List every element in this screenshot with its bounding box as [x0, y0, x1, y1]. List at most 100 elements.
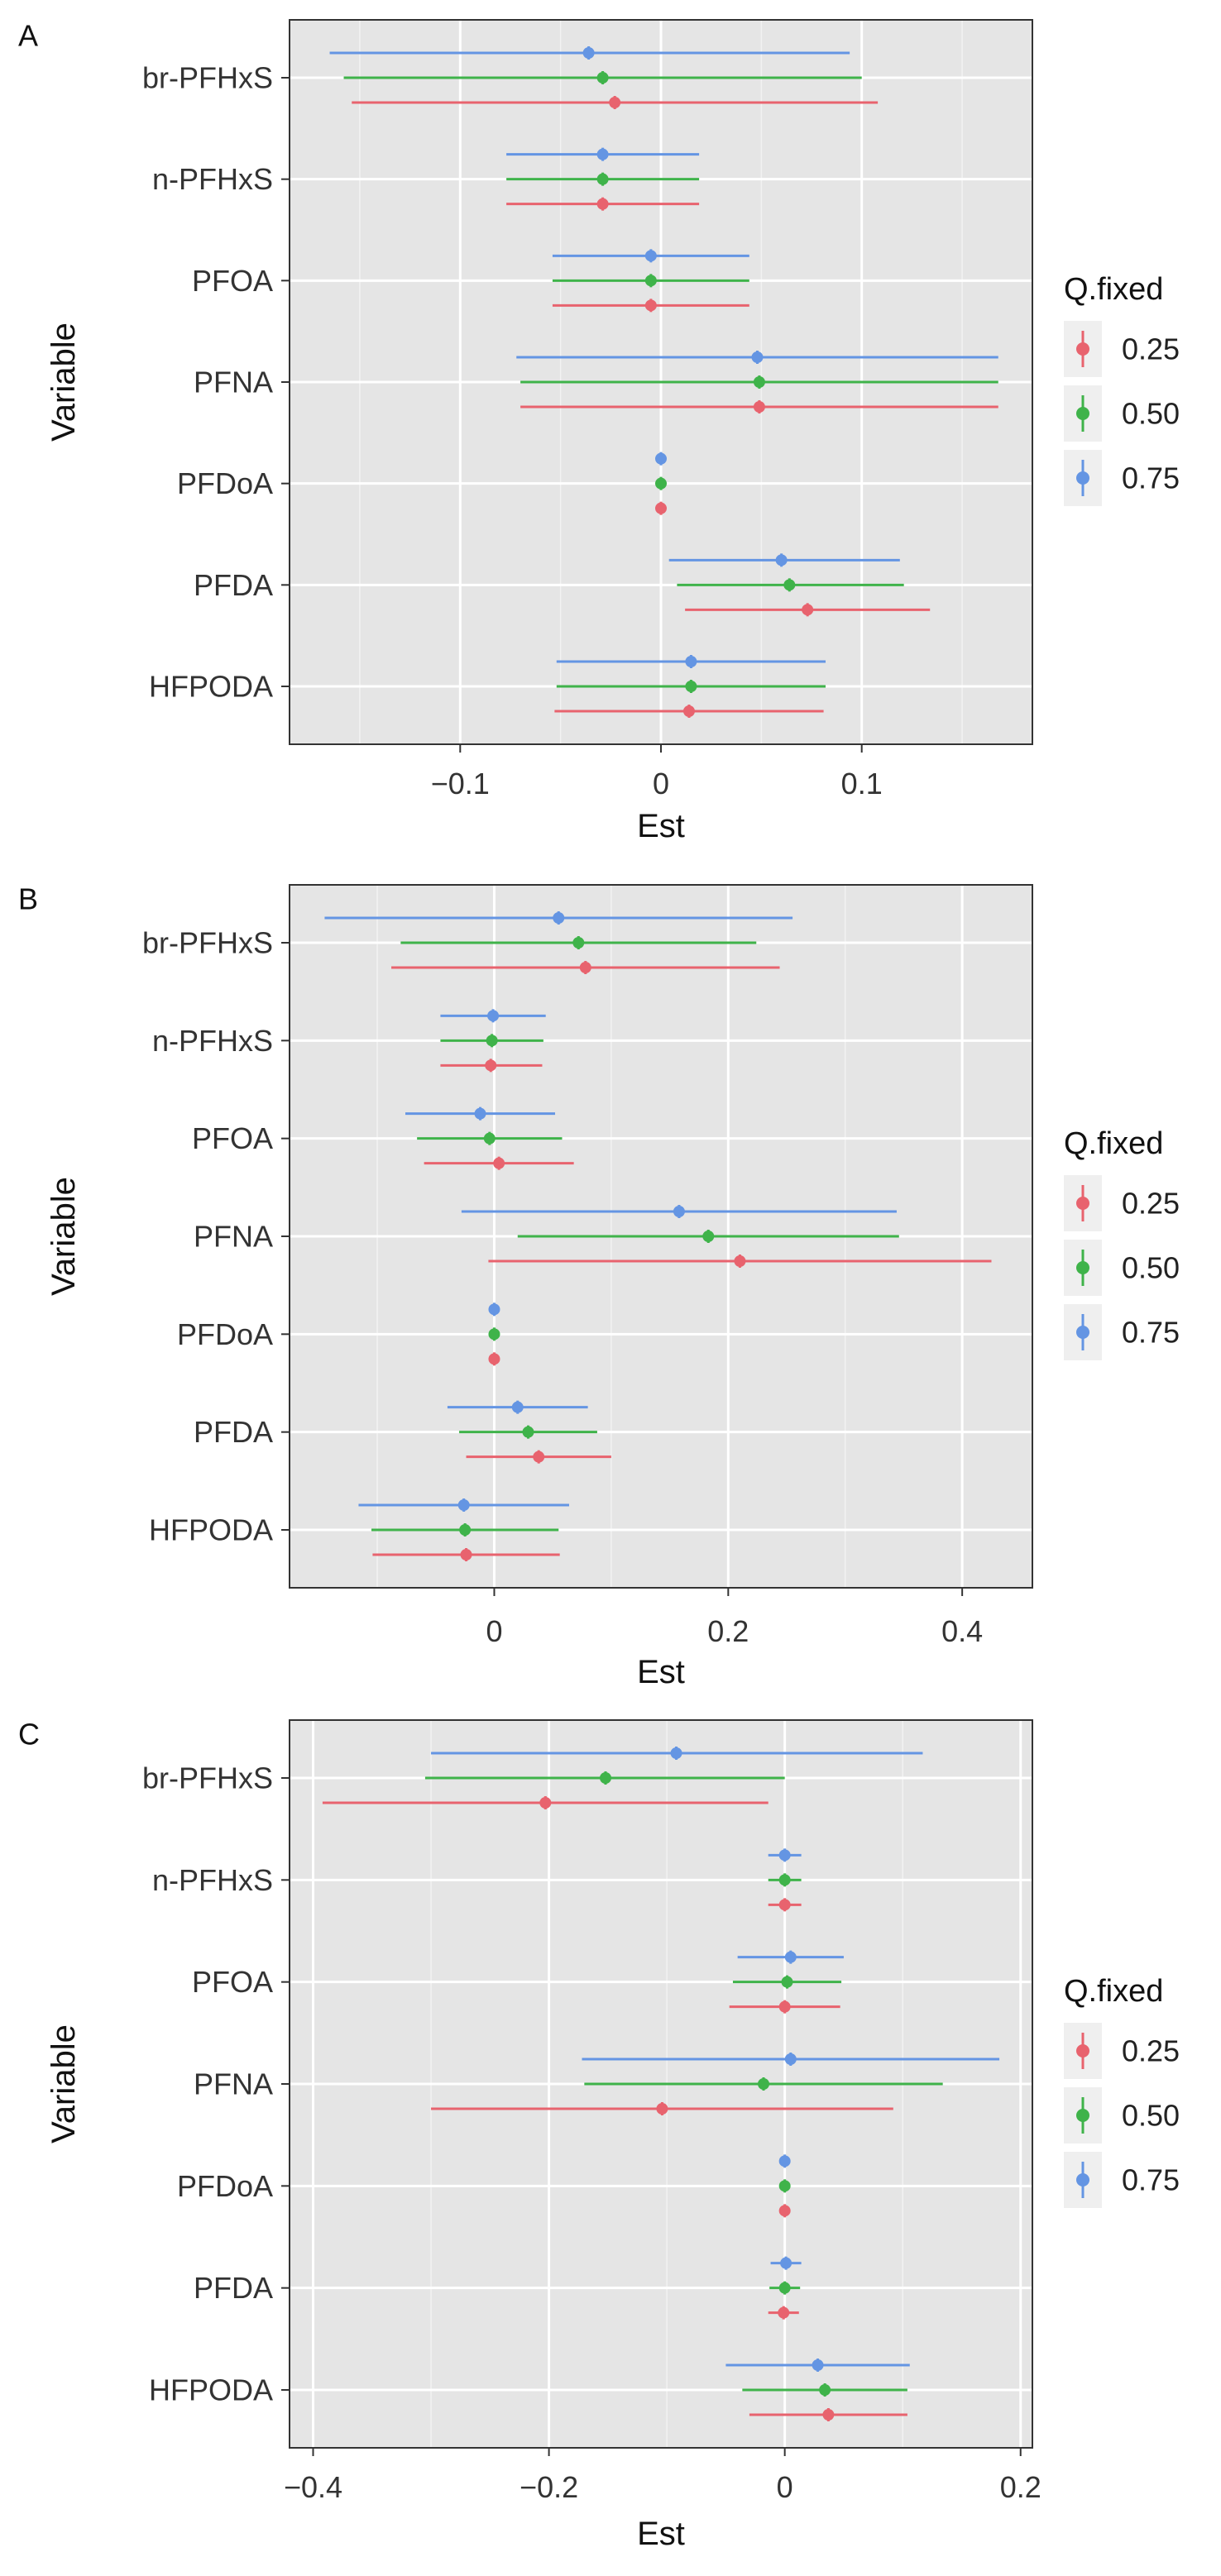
- data-point: [655, 452, 667, 465]
- legend-key-point: [1076, 2044, 1089, 2057]
- legend-label: 0.75: [1122, 1316, 1180, 1350]
- series-0-50: [371, 936, 899, 1537]
- data-point: [600, 1772, 612, 1784]
- x-tick-label: 0.2: [707, 1614, 749, 1648]
- data-point: [702, 1231, 715, 1242]
- x-tick-label: −0.1: [431, 767, 490, 801]
- y-tick-label: PFNA: [194, 1220, 273, 1254]
- legend-label: 0.25: [1122, 2034, 1180, 2068]
- data-point: [751, 351, 764, 363]
- data-point: [778, 2306, 790, 2319]
- x-tick-label: 0: [777, 2470, 793, 2504]
- data-point: [784, 2053, 797, 2065]
- data-point: [670, 1747, 682, 1759]
- data-point: [822, 2409, 835, 2421]
- y-tick-label: br-PFHxS: [142, 926, 273, 960]
- legend-label: 0.75: [1122, 461, 1180, 495]
- legend-title: Q.fixed: [1064, 272, 1163, 307]
- series-0-50: [343, 71, 998, 693]
- y-tick-label: br-PFHxS: [142, 1761, 273, 1795]
- data-point: [783, 579, 796, 591]
- data-point: [778, 2205, 791, 2217]
- y-tick-label: n-PFHxS: [152, 1024, 273, 1058]
- y-axis-title: Variable: [45, 2024, 82, 2143]
- panel-a: Abr-PFHxS n-PFHxS PFOA PFNA PFDoA PFDA HFPODA −…: [18, 19, 1180, 844]
- legend-label: 0.25: [1122, 332, 1180, 366]
- data-point: [609, 97, 621, 108]
- data-point: [596, 198, 609, 210]
- legend: Q.fixed 0.25 0.50 0.75: [1064, 272, 1180, 506]
- data-point: [487, 1010, 500, 1022]
- series-0-25: [352, 96, 998, 718]
- data-point: [778, 1899, 791, 1911]
- y-tick-label: br-PFHxS: [142, 61, 273, 95]
- data-point: [682, 705, 695, 717]
- data-point: [778, 2155, 791, 2167]
- x-axis-title: Est: [637, 808, 685, 844]
- legend-key-point: [1076, 1197, 1089, 1210]
- data-point: [655, 502, 667, 514]
- data-point: [685, 681, 697, 692]
- legend-title: Q.fixed: [1064, 1126, 1163, 1161]
- y-tick-label: PFOA: [192, 264, 273, 298]
- legend-key-point: [1076, 2173, 1089, 2186]
- legend-label: 0.50: [1122, 397, 1180, 431]
- y-tick-label: HFPODA: [149, 670, 273, 704]
- data-point: [460, 1549, 472, 1560]
- series-0-25: [372, 961, 992, 1561]
- data-point: [685, 656, 697, 667]
- y-axis-title: Variable: [45, 1177, 82, 1296]
- panel-b: Bbr-PFHxS n-PFHxS PFOA PFNA PFDoA PFDA HFPODA 0…: [18, 882, 1180, 1690]
- series-0-75: [431, 1747, 1000, 2372]
- data-point: [488, 1353, 500, 1365]
- data-point: [753, 376, 765, 388]
- data-point: [488, 1303, 500, 1316]
- data-point: [778, 2180, 791, 2192]
- x-tick-label: 0.2: [1000, 2470, 1041, 2504]
- panel-c: Cbr-PFHxS n-PFHxS PFOA PFNA PFDoA PFDA HFPODA −…: [18, 1718, 1180, 2552]
- data-point: [673, 1206, 685, 1217]
- data-point: [582, 47, 595, 59]
- data-point: [778, 2282, 791, 2294]
- data-point: [533, 1450, 545, 1463]
- x-tick-label: 0: [653, 767, 669, 801]
- data-point: [819, 2384, 831, 2396]
- legend-key-point: [1076, 407, 1089, 420]
- data-point: [572, 937, 585, 949]
- data-point: [644, 250, 657, 262]
- legend-key-point: [1076, 1261, 1089, 1274]
- legend: Q.fixed 0.25 0.50 0.75: [1064, 1974, 1180, 2208]
- data-point: [522, 1426, 534, 1438]
- panel-letter: B: [18, 882, 38, 916]
- data-point: [511, 1401, 524, 1413]
- series-0-50: [424, 1771, 943, 2397]
- series-0-75: [324, 911, 897, 1512]
- data-point: [579, 962, 591, 973]
- data-point: [644, 275, 657, 287]
- data-point: [780, 2257, 792, 2269]
- y-tick-label: n-PFHxS: [152, 1863, 273, 1897]
- panel-letter: A: [18, 19, 38, 53]
- data-point: [457, 1499, 470, 1511]
- data-point: [493, 1157, 505, 1169]
- data-point: [655, 477, 667, 490]
- data-point: [753, 401, 765, 413]
- legend-label: 0.50: [1122, 2099, 1180, 2133]
- data-point: [596, 173, 609, 185]
- legend-label: 0.75: [1122, 2163, 1180, 2197]
- data-point: [488, 1328, 500, 1341]
- x-tick-label: 0.1: [841, 767, 883, 801]
- y-tick-label: PFDA: [194, 568, 273, 602]
- data-point: [758, 2078, 770, 2090]
- legend-label: 0.50: [1122, 1251, 1180, 1285]
- panel-letter: C: [18, 1718, 40, 1752]
- legend-key-point: [1076, 2109, 1089, 2122]
- data-point: [775, 554, 788, 566]
- x-tick-label: −0.2: [520, 2470, 578, 2504]
- data-point: [778, 1849, 791, 1862]
- y-tick-label: PFDoA: [177, 2169, 273, 2203]
- data-point: [483, 1132, 496, 1145]
- data-point: [802, 604, 814, 616]
- legend-title: Q.fixed: [1064, 1974, 1163, 2009]
